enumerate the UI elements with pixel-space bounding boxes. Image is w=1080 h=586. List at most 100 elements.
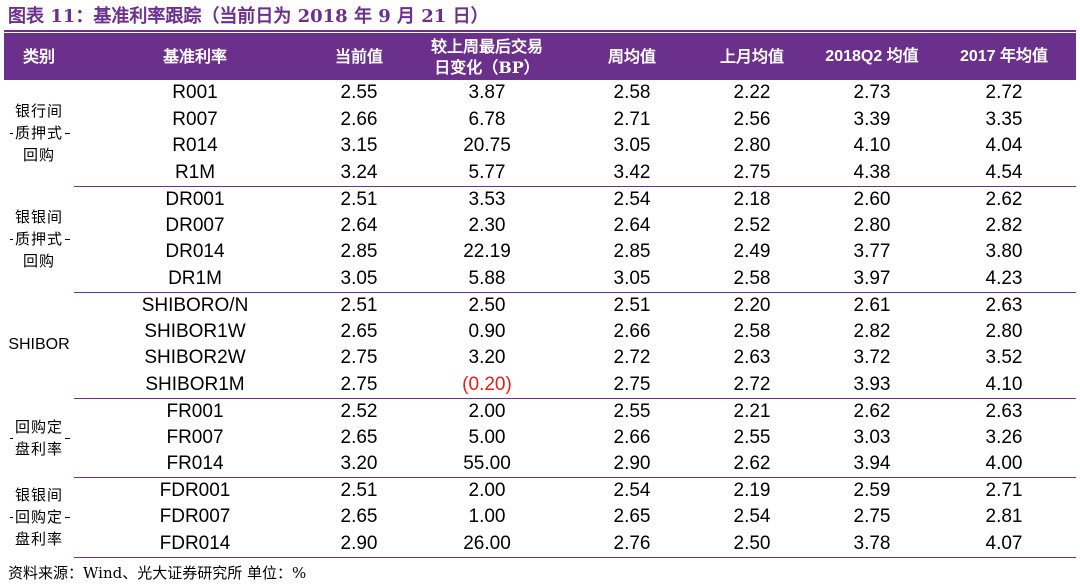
y2017-avg: 4.10 <box>932 371 1076 399</box>
header-row: 类别 基准利率 当前值 较上周最后交易 日变化（BP） 周均值 上月均值 2018… <box>4 33 1076 80</box>
category-label: 回购定 盘利率 <box>12 415 65 460</box>
change-bp: 2.00 <box>468 480 506 501</box>
current-value: 2.85 <box>340 241 378 263</box>
last-month-avg: 2.63 <box>733 347 771 369</box>
header-change-line1: 较上周最后交易 <box>430 36 543 56</box>
header-last-month-avg: 上月均值 <box>692 33 812 80</box>
current-value: 2.52 <box>340 400 378 422</box>
change-bp: (0.20) <box>402 371 572 399</box>
y2017-avg: 4.04 <box>985 135 1023 157</box>
last-month-avg: 2.80 <box>733 135 771 157</box>
current-value: 2.55 <box>340 82 378 104</box>
category-cell: 银行间 质押式 回购 <box>4 80 74 186</box>
last-month-avg: 2.19 <box>733 480 771 501</box>
header-change-bp: 较上周最后交易 日变化（BP） <box>402 33 572 80</box>
last-month-avg: 2.62 <box>692 451 812 478</box>
change-bp: 20.75 <box>463 135 511 157</box>
q2-avg: 2.60 <box>853 188 891 210</box>
source-note: 资料来源：Wind、光大证券研究所 单位：% <box>8 564 307 582</box>
change-bp: 3.87 <box>468 82 506 104</box>
week-avg: 2.72 <box>613 347 651 369</box>
table-row: SHIBOR2W 2.75 3.20 2.72 2.63 3.72 3.52 <box>4 345 1076 372</box>
week-avg: 2.54 <box>613 188 651 210</box>
q2-avg: 3.93 <box>812 371 932 399</box>
category-label: SHIBOR <box>6 334 72 356</box>
rate-name: R007 <box>172 108 218 130</box>
rate-name: DR007 <box>165 214 225 236</box>
week-avg: 3.05 <box>613 135 651 157</box>
current-value: 2.65 <box>340 506 378 528</box>
table-row: 银行间 质押式 回购 R001 2.55 3.87 2.58 2.22 2.73 2.72 <box>4 80 1076 166</box>
current-value: 2.66 <box>340 108 378 130</box>
y2017-avg: 4.23 <box>932 265 1076 293</box>
current-value: 3.24 <box>316 159 402 187</box>
current-value: 2.75 <box>316 371 402 399</box>
table-title: 图表 11：基准利率跟踪（当前日为 2018 年 9 月 21 日） <box>8 6 489 27</box>
y2017-avg: 2.63 <box>985 400 1023 422</box>
change-bp: 2.30 <box>468 214 506 236</box>
current-value: 3.15 <box>340 135 378 157</box>
category-label: 银银间 回购定 盘利率 <box>12 484 65 551</box>
q2-avg: 3.39 <box>853 108 891 130</box>
y2017-avg: 3.80 <box>985 241 1023 263</box>
y2017-avg: 4.54 <box>932 159 1076 187</box>
rate-name: DR014 <box>165 241 225 263</box>
rate-name: FR007 <box>166 426 224 448</box>
table-body: 银行间 质押式 回购 R001 2.55 3.87 2.58 2.22 2.73 2.72 R0… <box>4 80 1076 558</box>
y2017-avg: 2.72 <box>985 82 1023 104</box>
table-row: FR014 3.20 55.00 2.90 2.62 3.94 4.00 <box>4 451 1076 478</box>
table-row: R1M 3.24 5.77 3.42 2.75 4.38 4.54 <box>4 159 1076 187</box>
week-avg: 2.58 <box>613 82 651 104</box>
last-month-avg: 2.49 <box>733 241 771 263</box>
header-2017-avg: 2017 年均值 <box>932 33 1076 80</box>
week-avg: 2.75 <box>572 371 692 399</box>
q2-avg: 3.03 <box>853 426 891 448</box>
week-avg: 2.85 <box>613 241 651 263</box>
change-bp: 55.00 <box>402 451 572 478</box>
rate-name: FR001 <box>166 400 224 422</box>
rate-name: DR001 <box>165 188 225 210</box>
title-underline <box>4 30 1076 32</box>
rate-name: FDR014 <box>74 530 316 558</box>
week-avg: 2.71 <box>613 108 651 130</box>
q2-avg: 3.77 <box>853 241 891 263</box>
q2-avg: 3.72 <box>853 347 891 369</box>
rate-name: FR014 <box>74 451 316 478</box>
last-month-avg: 2.58 <box>692 265 812 293</box>
week-avg: 2.51 <box>613 294 651 316</box>
change-bp: 5.88 <box>402 265 572 293</box>
change-bp: 0.90 <box>468 320 506 342</box>
current-value: 2.75 <box>340 347 378 369</box>
current-value: 2.90 <box>316 530 402 558</box>
table-row: 回购定 盘利率 FR001 2.52 2.00 2.55 2.21 2.62 2.63 <box>4 398 1076 460</box>
change-bp: 5.77 <box>402 159 572 187</box>
q2-avg: 2.59 <box>853 480 891 501</box>
change-bp: 2.50 <box>468 294 506 316</box>
table-row: R014 3.15 20.75 3.05 2.80 4.10 4.04 <box>4 133 1076 160</box>
table-row: FDR014 2.90 26.00 2.76 2.50 3.78 4.07 <box>4 530 1076 558</box>
rate-name: R014 <box>172 135 218 157</box>
category-cell: 银银间 回购定 盘利率 <box>4 478 74 558</box>
header-category: 类别 <box>4 33 74 80</box>
change-bp: 1.00 <box>468 506 506 528</box>
category-label: 银银间 质押式 回购 <box>12 206 65 272</box>
current-value: 2.51 <box>340 480 378 501</box>
y2017-avg: 2.82 <box>985 214 1023 236</box>
q2-avg: 4.38 <box>812 159 932 187</box>
week-avg: 2.55 <box>613 400 651 422</box>
q2-avg: 3.78 <box>812 530 932 558</box>
rate-name: DR1M <box>74 265 316 293</box>
header-change-line2: 日变化（BP） <box>434 57 540 77</box>
change-bp: 6.78 <box>468 108 506 130</box>
q2-avg: 2.62 <box>853 400 891 422</box>
last-month-avg: 2.18 <box>733 188 771 210</box>
change-bp: 5.00 <box>468 426 506 448</box>
rate-name: FDR001 <box>159 480 231 501</box>
last-month-avg: 2.50 <box>692 530 812 558</box>
q2-avg: 2.75 <box>853 506 891 528</box>
table-row: R007 2.66 6.78 2.71 2.56 3.39 3.35 <box>4 107 1076 134</box>
rate-name: SHIBOR1W <box>144 320 246 342</box>
y2017-avg: 3.26 <box>985 426 1023 448</box>
y2017-avg: 2.62 <box>985 188 1023 210</box>
change-bp: 3.53 <box>468 188 506 210</box>
